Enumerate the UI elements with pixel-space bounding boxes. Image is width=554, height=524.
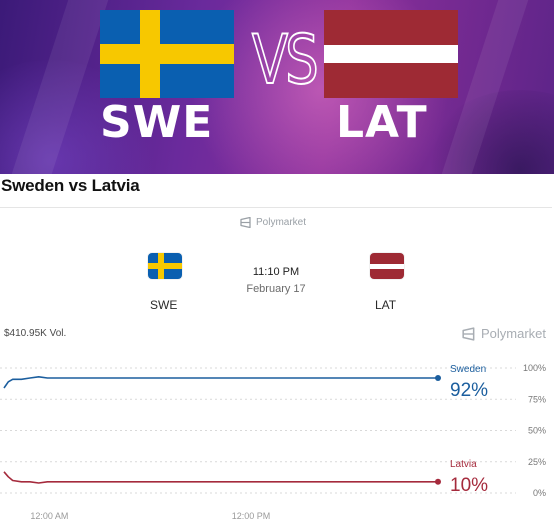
y-tick-label: 50%: [528, 426, 546, 436]
event-banner: VS SWE LAT: [0, 0, 554, 174]
provider-name: Polymarket: [256, 217, 307, 228]
series-endpoint-sweden: [435, 375, 441, 381]
polymarket-logo-icon: [240, 217, 252, 228]
provider-header[interactable]: Polymarket: [240, 217, 306, 228]
series-name-label: Latvia: [450, 459, 477, 470]
latvia-flag-icon: [370, 253, 404, 279]
sweden-flag-icon: [100, 10, 234, 98]
banner-team-right: LAT: [336, 97, 428, 148]
vs-text: VS: [251, 21, 319, 100]
banner-team-left: SWE: [100, 97, 214, 148]
series-line-latvia: [3, 471, 438, 484]
sweden-flag-icon: [148, 253, 182, 279]
provider-watermark-name: Polymarket: [481, 326, 547, 341]
match-time: 11:10 PM: [252, 266, 300, 278]
team-right-code: LAT: [375, 298, 397, 312]
page-title: Sweden vs Latvia: [1, 176, 140, 195]
x-tick-label: 12:00 PM: [232, 511, 271, 521]
series-endpoint-latvia: [435, 478, 441, 485]
x-tick-label: 12:00 AM: [30, 511, 68, 521]
y-tick-label: 0%: [533, 488, 546, 498]
polymarket-logo-icon: [462, 326, 476, 341]
series-value-label: 10%: [450, 475, 488, 496]
series-line-sweden: [3, 376, 438, 389]
latvia-flag-icon: [324, 10, 458, 98]
series-name-label: Sweden: [450, 364, 486, 375]
provider-watermark[interactable]: Polymarket: [462, 326, 546, 341]
probability-chart[interactable]: 100% 75% 50% 25% 0% 12:00 AM 12:00 PM Sweden 92%…: [0, 353, 554, 524]
match-date: February 17: [246, 283, 306, 295]
y-tick-label: 25%: [528, 457, 546, 467]
series-value-label: 92%: [450, 380, 488, 401]
y-tick-label: 100%: [523, 363, 546, 373]
market-card[interactable]: Polymarket SWE LAT 11:10 PM February 17 …: [0, 207, 552, 524]
y-tick-label: 75%: [528, 394, 546, 404]
team-left-code: SWE: [150, 298, 178, 312]
volume-label: $410.95K Vol.: [4, 328, 67, 339]
